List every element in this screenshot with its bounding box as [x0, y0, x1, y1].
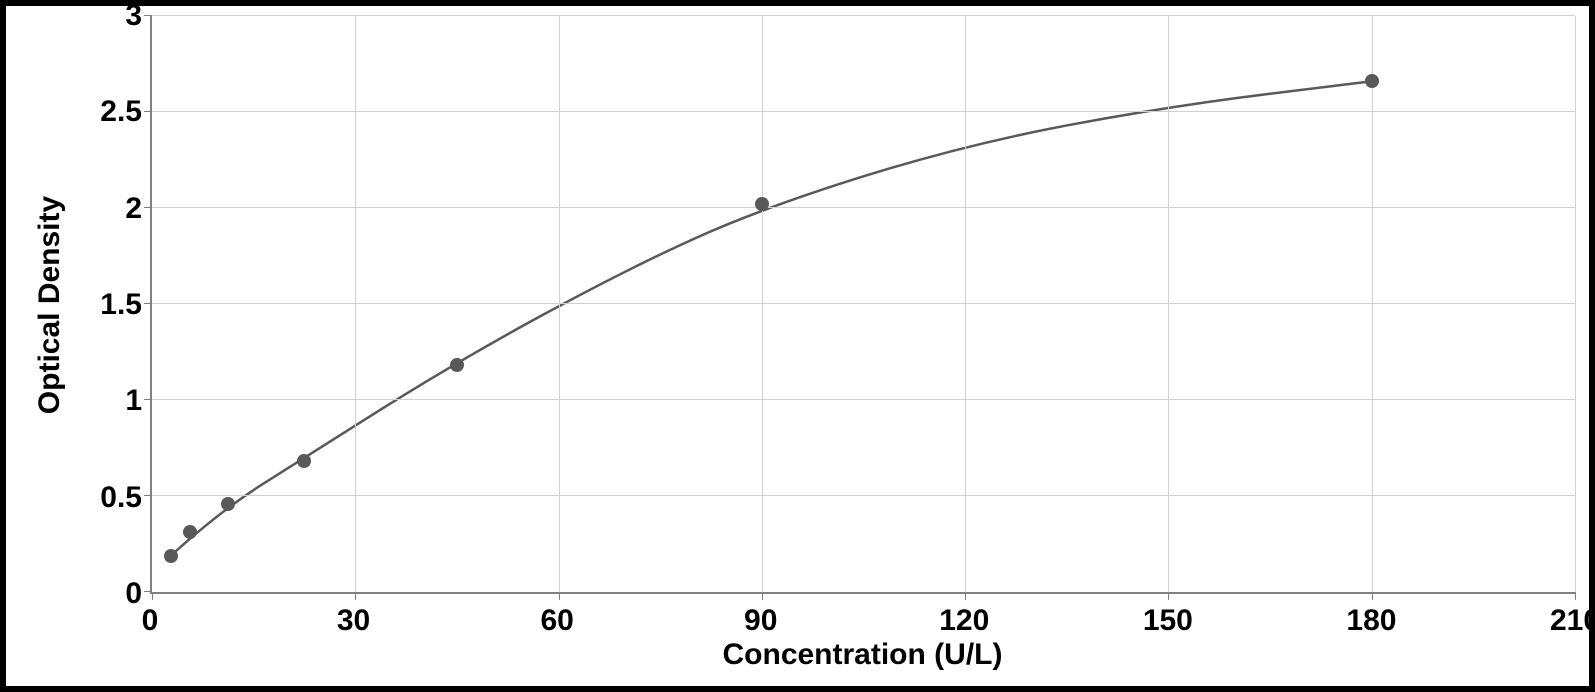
x-tick-label: 60 — [540, 604, 573, 638]
gridline-horizontal — [152, 303, 1575, 304]
x-tick-label: 150 — [1143, 604, 1193, 638]
data-point — [183, 525, 197, 539]
data-point — [164, 549, 178, 563]
gridline-horizontal — [152, 399, 1575, 400]
chart-frame: Optical Density 0 0.5 1 1.5 2 2.5 3 0 30 60 90 120… — [0, 0, 1595, 692]
x-tick-label: 0 — [142, 604, 159, 638]
y-tick-mark — [144, 303, 152, 304]
x-tick-labels: 0306090120150180210 — [150, 594, 1575, 638]
x-tick-label: 210 — [1550, 604, 1595, 638]
data-point — [450, 358, 464, 372]
y-tick-label: 3 — [125, 1, 142, 31]
plot-area — [150, 16, 1575, 594]
y-tick-mark — [144, 15, 152, 16]
x-tick-label: 120 — [939, 604, 989, 638]
gridline-horizontal — [152, 495, 1575, 496]
x-tick-label: 180 — [1346, 604, 1396, 638]
x-axis-label: Concentration (U/L) — [150, 638, 1575, 676]
y-tick-mark — [144, 207, 152, 208]
gridline-vertical — [762, 16, 763, 592]
y-tick-mark — [144, 111, 152, 112]
x-tick-label: 90 — [744, 604, 777, 638]
y-tick-label: 0 — [125, 579, 142, 609]
y-axis-label: Optical Density — [33, 196, 67, 414]
x-tick-mark — [1575, 592, 1576, 600]
gridline-horizontal — [152, 207, 1575, 208]
y-tick-mark — [144, 495, 152, 496]
plot-column: 0306090120150180210 Concentration (U/L) — [150, 16, 1575, 676]
fitted-curve — [152, 16, 1575, 592]
y-tick-labels: 00.511.522.53 — [80, 16, 150, 594]
gridline-vertical — [355, 16, 356, 592]
data-point — [297, 454, 311, 468]
gridline-vertical — [1372, 16, 1373, 592]
y-tick-label: 2.5 — [100, 97, 142, 127]
y-tick-mark — [144, 399, 152, 400]
data-point — [221, 497, 235, 511]
y-axis-label-container: Optical Density — [20, 16, 80, 594]
gridline-vertical — [965, 16, 966, 592]
data-point — [1365, 74, 1379, 88]
data-point — [755, 197, 769, 211]
y-tick-label: 1 — [125, 386, 142, 416]
y-tick-label: 1.5 — [100, 290, 142, 320]
curve-path — [171, 81, 1372, 555]
y-tick-label: 2 — [125, 194, 142, 224]
chart-wrapper: Optical Density 00.511.522.53 0306090120… — [20, 16, 1575, 676]
gridline-vertical — [1168, 16, 1169, 592]
gridline-horizontal — [152, 111, 1575, 112]
gridline-vertical — [559, 16, 560, 592]
y-tick-mark — [144, 591, 152, 592]
gridline-horizontal — [152, 15, 1575, 16]
gridline-vertical — [1575, 16, 1576, 592]
y-tick-label: 0.5 — [100, 483, 142, 513]
x-tick-label: 30 — [337, 604, 370, 638]
